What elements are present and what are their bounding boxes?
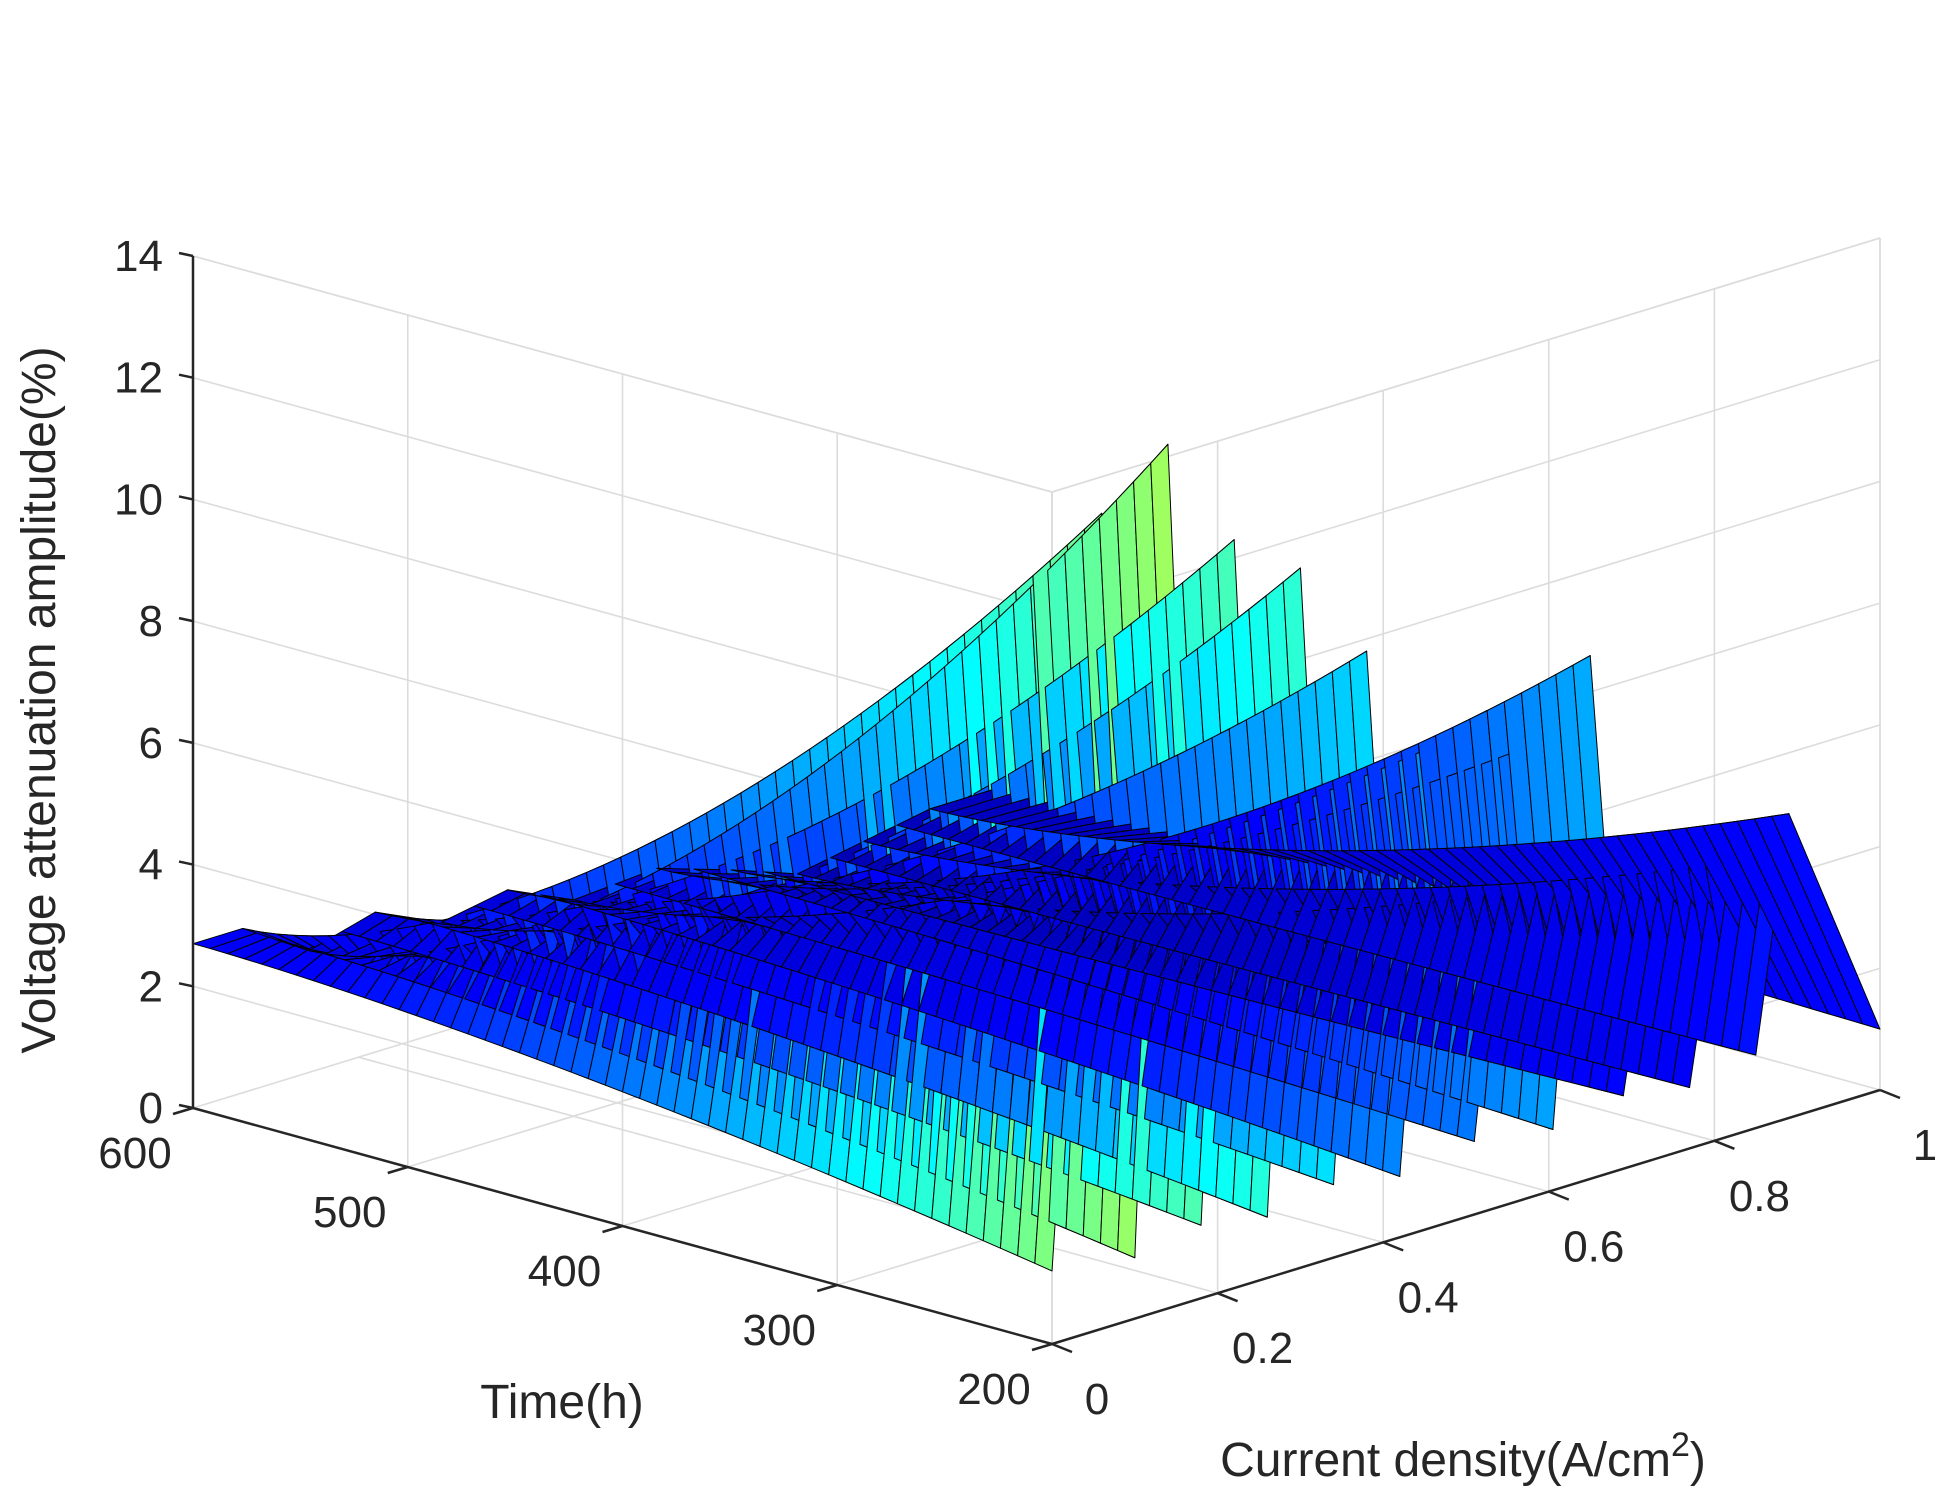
x-tick-mark xyxy=(387,1165,409,1175)
y-axis-title-superscript: 2 xyxy=(1671,1426,1690,1464)
y-tick-label: 0.8 xyxy=(1729,1172,1790,1221)
grid-line-z-7 xyxy=(192,237,1881,493)
z-tick-mark xyxy=(178,495,194,501)
z-tick-mark xyxy=(178,373,194,379)
z-tick-label: 2 xyxy=(139,962,163,1011)
y-tick-mark xyxy=(1051,1342,1073,1354)
z-tick-label: 6 xyxy=(139,719,163,768)
y-axis-title-main: Current density(A/cm xyxy=(1220,1434,1671,1487)
y-axis-title-end: ) xyxy=(1690,1434,1706,1487)
x-tick-label: 300 xyxy=(743,1306,816,1355)
axes xyxy=(172,251,1901,1354)
x-tick-mark xyxy=(816,1283,838,1293)
pane-top-edge xyxy=(192,237,1881,493)
x-tick-label: 600 xyxy=(98,1129,171,1178)
z-tick-mark xyxy=(178,738,194,745)
y-axis-title: Current density(A/cm2) xyxy=(1220,1426,1706,1487)
z-tick-label: 12 xyxy=(114,354,163,403)
z-tick-mark xyxy=(178,982,194,988)
surface-patch xyxy=(1771,813,1881,1030)
y-tick-mark xyxy=(1713,1139,1735,1150)
x-tick-mark xyxy=(1031,1342,1053,1352)
y-axis-line xyxy=(1051,1088,1881,1346)
x-tick-label: 200 xyxy=(957,1365,1030,1414)
x-tick-mark xyxy=(602,1224,623,1234)
z-tick-mark xyxy=(178,251,194,258)
z-tick-label: 10 xyxy=(114,475,163,524)
z-tick-label: 4 xyxy=(139,841,163,890)
z-tick-label: 14 xyxy=(114,232,163,281)
z-tick-label: 0 xyxy=(139,1084,163,1133)
y-tick-label: 0.6 xyxy=(1563,1223,1624,1272)
y-tick-label: 0.4 xyxy=(1398,1273,1459,1322)
grid-line-cd-floor-1 xyxy=(358,1056,1218,1294)
y-tick-mark xyxy=(1548,1190,1570,1201)
x-tick-label: 500 xyxy=(313,1188,386,1237)
x-axis-title: Time(h) xyxy=(480,1376,644,1429)
y-tick-mark xyxy=(1382,1241,1404,1252)
z-tick-mark xyxy=(178,616,194,623)
y-tick-mark xyxy=(1879,1088,1901,1100)
z-tick-mark xyxy=(178,1103,194,1110)
z-axis-title: Voltage attenuation amplitude(%) xyxy=(13,346,66,1053)
y-tick-label: 0 xyxy=(1085,1375,1109,1424)
y-tick-label: 0.2 xyxy=(1232,1324,1293,1373)
z-tick-label: 8 xyxy=(139,597,163,646)
z-tick-mark xyxy=(178,860,194,866)
y-tick-label: 1 xyxy=(1913,1121,1935,1170)
x-tick-label: 400 xyxy=(528,1247,601,1296)
y-tick-mark xyxy=(1217,1292,1239,1303)
x-tick-mark xyxy=(172,1106,194,1116)
surface xyxy=(192,443,1881,1272)
